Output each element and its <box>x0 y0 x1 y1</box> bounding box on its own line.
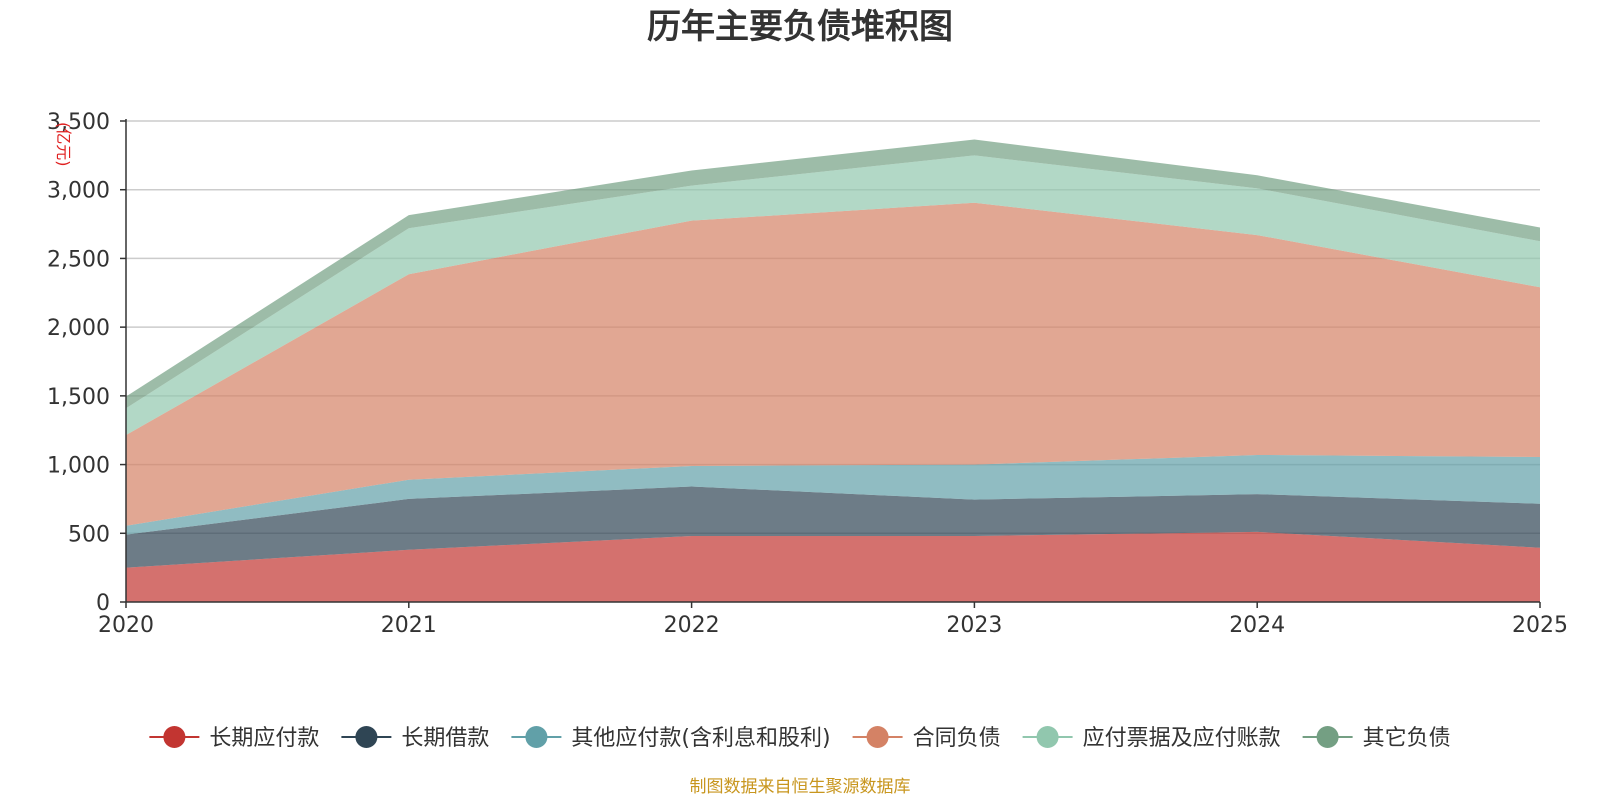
legend-item[interactable]: 其它负债 <box>1302 726 1451 751</box>
legend-item[interactable]: 长期借款 <box>341 726 489 751</box>
y-tick-label: 0 <box>96 591 110 616</box>
legend-label: 长期应付款 <box>209 726 319 751</box>
y-tick-label: 1,500 <box>47 385 110 410</box>
legend-item[interactable]: 合同负债 <box>852 726 1001 751</box>
chart-title: 历年主要负债堆积图 <box>647 7 953 47</box>
legend[interactable]: 长期应付款 长期借款 其他应付款(含利息和股利) 合同负债 应付票据及应付账款 其它负债 <box>149 726 1451 751</box>
axes: 0 500 1,000 1,500 2,000 2,500 3,000 3,500 2020 20… <box>47 110 1568 638</box>
y-tick-label: 3,500 <box>47 110 110 135</box>
area-series <box>126 139 1540 409</box>
source-note: 制图数据来自恒生聚源数据库 <box>690 777 911 797</box>
legend-marker <box>1316 726 1339 748</box>
legend-label: 合同负债 <box>913 726 1001 751</box>
legend-marker <box>163 726 186 748</box>
y-tick-label: 3,000 <box>47 179 110 204</box>
legend-label: 应付票据及应付账款 <box>1083 726 1281 751</box>
legend-marker <box>1036 726 1059 748</box>
legend-marker <box>525 726 548 748</box>
areas <box>126 139 1540 602</box>
legend-item[interactable]: 长期应付款 <box>149 726 319 751</box>
y-tick-label: 2,000 <box>47 316 110 341</box>
area-series <box>126 155 1540 436</box>
y-tick-label: 2,500 <box>47 247 110 272</box>
x-tick-label: 2023 <box>946 613 1002 638</box>
y-tick-label: 1,000 <box>47 454 110 479</box>
y-axis-unit: (亿元) <box>54 122 73 167</box>
x-tick-label: 2025 <box>1512 613 1568 638</box>
legend-label: 其他应付款(含利息和股利) <box>571 726 830 751</box>
y-tick-label: 500 <box>68 522 110 547</box>
x-tick-label: 2021 <box>381 613 437 638</box>
legend-marker <box>355 726 378 748</box>
legend-item[interactable]: 其他应付款(含利息和股利) <box>511 726 831 751</box>
area-series <box>126 531 1540 602</box>
area-series <box>126 454 1540 535</box>
area-series <box>126 486 1540 568</box>
legend-item[interactable]: 应付票据及应付账款 <box>1022 726 1281 751</box>
legend-marker <box>866 726 889 748</box>
legend-label: 长期借款 <box>401 726 489 751</box>
x-tick-label: 2022 <box>664 613 720 638</box>
x-tick-label: 2024 <box>1229 613 1285 638</box>
area-series <box>126 202 1540 526</box>
legend-label: 其它负债 <box>1363 726 1451 751</box>
x-tick-label: 2020 <box>98 613 154 638</box>
